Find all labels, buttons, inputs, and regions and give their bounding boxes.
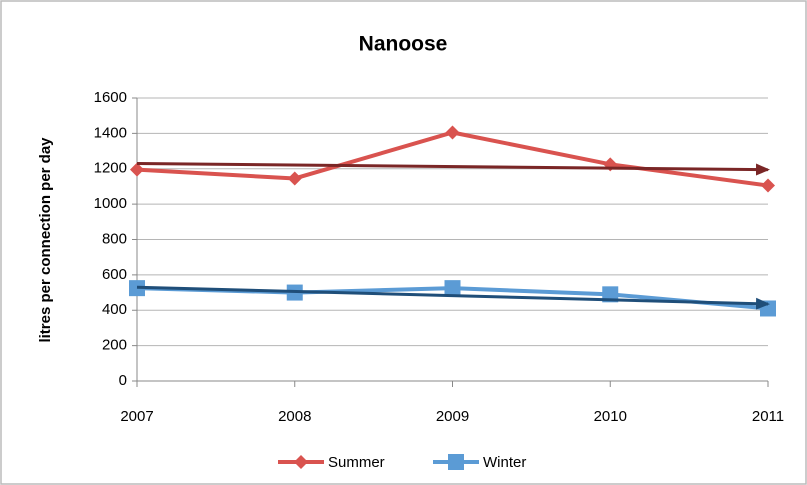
marker bbox=[130, 162, 144, 177]
marker bbox=[445, 125, 460, 140]
y-tick-label: 800 bbox=[102, 230, 127, 247]
marker bbox=[287, 171, 302, 186]
marker bbox=[444, 280, 461, 297]
y-tick-label: 1000 bbox=[94, 195, 127, 212]
chart-title: Nanoose bbox=[359, 33, 448, 56]
trend-arrow bbox=[136, 285, 770, 310]
legend-label: Winter bbox=[483, 454, 526, 471]
y-tick-label: 1200 bbox=[94, 160, 127, 177]
marker bbox=[761, 178, 775, 193]
y-tick-label: 0 bbox=[119, 372, 127, 389]
y-tick-label: 1400 bbox=[94, 124, 127, 141]
y-tick-label: 600 bbox=[102, 266, 127, 283]
legend-label: Summer bbox=[328, 454, 385, 471]
x-tick-label: 2008 bbox=[278, 408, 311, 425]
x-tick-label: 2007 bbox=[120, 408, 153, 425]
trend-arrow bbox=[136, 161, 770, 176]
x-tick-label: 2011 bbox=[752, 408, 784, 425]
y-tick-label: 200 bbox=[102, 337, 127, 354]
y-tick-label: 400 bbox=[102, 301, 127, 318]
x-tick-label: 2009 bbox=[436, 408, 469, 425]
marker bbox=[448, 454, 464, 470]
y-tick-label: 1600 bbox=[94, 89, 127, 106]
marker bbox=[294, 455, 308, 469]
x-tick-label: 2010 bbox=[594, 408, 627, 425]
y-axis-label: litres per connection per day bbox=[37, 137, 54, 343]
